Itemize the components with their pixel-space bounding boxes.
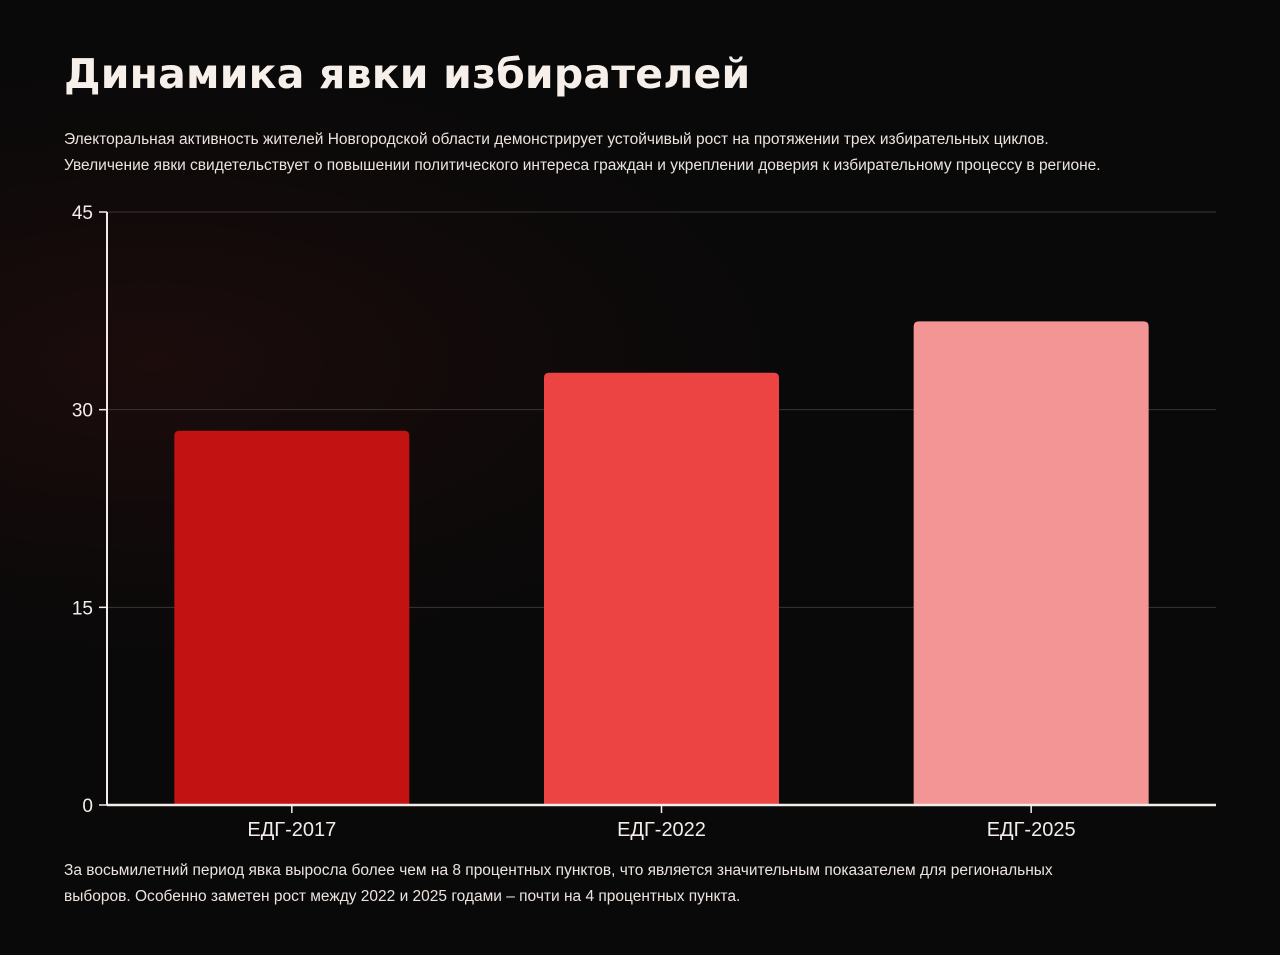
- bar-2: [544, 372, 779, 805]
- bar-3: [913, 321, 1149, 805]
- footer-line-1: За восьмилетний период явка выросла боле…: [64, 862, 1053, 879]
- intro-line-2: Увеличение явки свидетельствует о повыше…: [64, 157, 1101, 174]
- bars: [174, 321, 1149, 805]
- y-tick-label: 0: [82, 796, 93, 817]
- bar-1: [174, 430, 410, 805]
- footer-text: За восьмилетний период явка выросла боле…: [64, 858, 1234, 910]
- intro-line-1: Электоральная активность жителей Новгоро…: [64, 131, 1049, 148]
- footer-line-2: выборов. Особенно заметен рост между 202…: [64, 888, 741, 905]
- x-category-label: ЕДГ-2022: [617, 819, 706, 841]
- page-title: Динамика явки избирателей: [64, 50, 751, 98]
- turnout-bar-chart: 0 15 30 45 ЕДГ-2017 ЕДГ-2022 ЕДГ-2025: [72, 203, 1216, 841]
- axis-labels: 0 15 30 45 ЕДГ-2017 ЕДГ-2022 ЕДГ-2025: [72, 203, 1076, 841]
- x-category-label: ЕДГ-2025: [987, 819, 1076, 841]
- axes: [99, 211, 1216, 813]
- y-tick-label: 45: [72, 203, 93, 224]
- y-tick-label: 15: [72, 598, 93, 619]
- intro-text: Электоральная активность жителей Новгоро…: [64, 127, 1234, 179]
- y-tick-label: 30: [72, 401, 93, 422]
- x-category-label: ЕДГ-2017: [247, 819, 336, 841]
